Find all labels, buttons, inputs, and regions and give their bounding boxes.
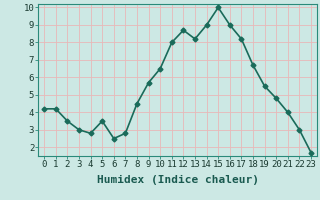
X-axis label: Humidex (Indice chaleur): Humidex (Indice chaleur) (97, 175, 259, 185)
